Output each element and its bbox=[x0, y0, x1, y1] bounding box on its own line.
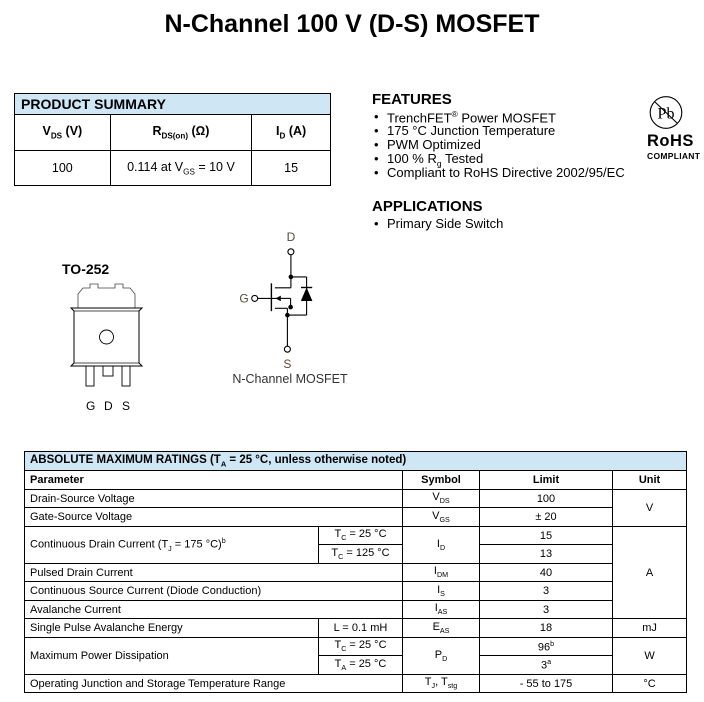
svg-text:N-Channel MOSFET: N-Channel MOSFET bbox=[232, 372, 348, 386]
svg-text:S: S bbox=[283, 357, 291, 371]
svg-text:Pb: Pb bbox=[658, 106, 675, 123]
svg-text:G: G bbox=[239, 292, 248, 306]
svg-text:D: D bbox=[287, 230, 296, 244]
